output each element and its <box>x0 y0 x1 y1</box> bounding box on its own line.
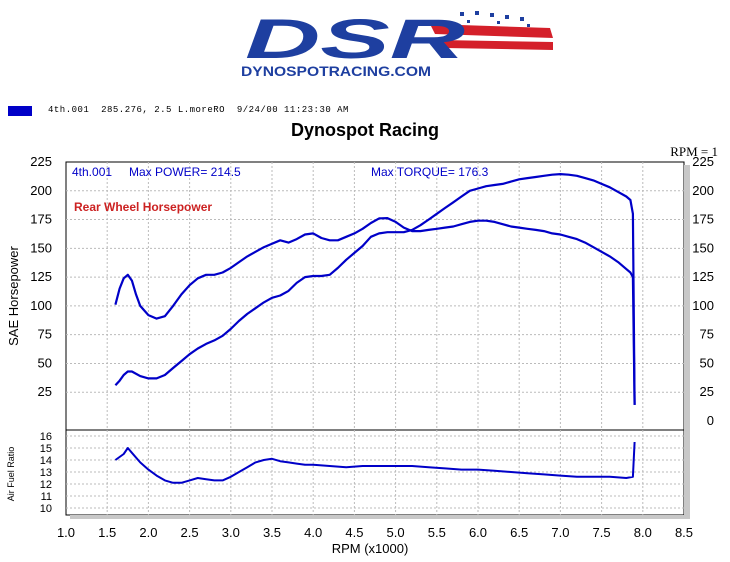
x-tick-label: 1.0 <box>57 525 75 540</box>
plot-shadow-right <box>684 165 690 519</box>
x-tick-label: 6.0 <box>469 525 487 540</box>
main-y-tick-label-left: 100 <box>30 298 52 313</box>
power-curve <box>114 173 636 405</box>
x-tick-label: 4.0 <box>304 525 322 540</box>
x-tick-label: 7.0 <box>551 525 569 540</box>
run-legend: 4th.001 285.276, 2.5 L.moreRO 9/24/00 11… <box>8 104 728 120</box>
afr-series <box>114 441 636 484</box>
x-tick-label: 8.5 <box>675 525 693 540</box>
x-tick-label: 2.5 <box>181 525 199 540</box>
logo-wordmark: DSR <box>245 7 466 70</box>
main-y-tick-label-right: 150 <box>692 240 714 255</box>
main-y-tick-label-left: 25 <box>38 384 52 399</box>
logo-swoosh-red <box>430 24 553 38</box>
run-annotation: 4th.001 <box>72 165 112 179</box>
main-plot-frame <box>65 161 685 431</box>
dsr-logo: DSR DYNOSPOTRACING.COM <box>241 7 553 79</box>
afr-y-axis-label: Air Fuel Ratio <box>6 447 16 502</box>
max-power-annotation: Max POWER= 214.5 <box>129 165 241 179</box>
chart-title: Dynospot Racing <box>290 120 439 140</box>
x-tick-label: 8.0 <box>634 525 652 540</box>
x-tick-label: 5.5 <box>428 525 446 540</box>
afr-y-tick-label: 14 <box>40 455 52 467</box>
x-tick-label: 3.0 <box>222 525 240 540</box>
logo-website: DYNOSPOTRACING.COM <box>241 63 431 79</box>
run-description: 4th.001 285.276, 2.5 L.moreRO 9/24/00 11… <box>48 105 349 115</box>
x-tick-label: 7.5 <box>593 525 611 540</box>
afr-y-tick-label: 11 <box>41 491 52 503</box>
x-tick-label: 4.5 <box>345 525 363 540</box>
x-tick-labels: 1.0 1.5 2.0 2.5 3.0 3.5 4.0 4.5 5.0 5.5 6.0 6.5 7.0 7… <box>57 525 693 540</box>
run-color-swatch <box>8 106 32 116</box>
y-axis-label: SAE Horsepower <box>6 245 21 345</box>
plot-shadow-bottom <box>70 515 690 519</box>
main-y-tick-label-right: 0 <box>707 413 714 428</box>
main-y-tick-label-left: 225 <box>30 154 52 169</box>
afr-y-tick-label: 12 <box>40 479 52 491</box>
afr-y-tick-label: 15 <box>40 443 52 455</box>
afr-curve <box>114 441 636 484</box>
main-y-tick-label-right: 125 <box>692 269 714 284</box>
x-tick-label: 2.0 <box>139 525 157 540</box>
main-y-tick-label-right: 50 <box>700 355 714 370</box>
afr-y-tick-label: 16 <box>40 431 52 443</box>
main-y-tick-label-left: 75 <box>38 327 52 342</box>
main-series <box>114 173 636 405</box>
main-y-tick-labels-left: 25 50 75 100 125 150 175 200 225 <box>30 154 52 399</box>
main-y-tick-labels-right: 0 25 50 75 100 125 150 175 200 225 <box>692 154 714 428</box>
main-y-tick-label-right: 100 <box>692 298 714 313</box>
main-y-tick-label-right: 225 <box>692 154 714 169</box>
x-tick-label: 1.5 <box>98 525 116 540</box>
main-y-tick-label-left: 175 <box>30 212 52 227</box>
main-y-tick-label-right: 200 <box>692 183 714 198</box>
x-tick-label: 5.0 <box>387 525 405 540</box>
logo-swoosh-red-2 <box>440 40 553 50</box>
afr-grid <box>66 430 684 515</box>
main-y-tick-label-left: 200 <box>30 183 52 198</box>
afr-y-tick-label: 13 <box>40 467 52 479</box>
x-tick-label: 3.5 <box>263 525 281 540</box>
x-axis-label: RPM (x1000) <box>332 541 409 556</box>
torque-curve <box>114 217 636 405</box>
main-y-tick-label-right: 25 <box>700 384 714 399</box>
main-y-tick-label-left: 50 <box>38 355 52 370</box>
rpm-indicator: RPM = 1 <box>670 144 718 159</box>
main-y-tick-label-right: 75 <box>700 327 714 342</box>
logo-stars <box>460 11 530 27</box>
main-y-tick-label-left: 125 <box>30 269 52 284</box>
afr-y-tick-label: 10 <box>40 503 52 515</box>
max-torque-annotation: Max TORQUE= 176.3 <box>371 165 489 179</box>
rear-wheel-hp-label: Rear Wheel Horsepower <box>74 200 212 214</box>
main-y-tick-label-right: 175 <box>692 212 714 227</box>
x-tick-label: 6.5 <box>510 525 528 540</box>
main-y-tick-label-left: 150 <box>30 240 52 255</box>
